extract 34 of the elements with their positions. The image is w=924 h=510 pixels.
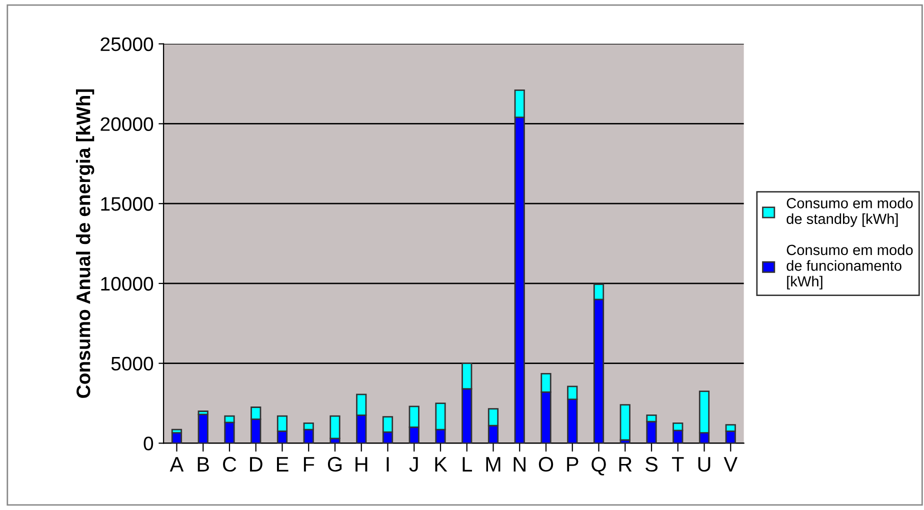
x-tick-label: O — [538, 456, 554, 472]
x-tick-label: C — [223, 456, 236, 472]
x-tick-label: S — [646, 456, 658, 472]
bar — [620, 404, 630, 441]
bar — [198, 414, 208, 444]
x-tick-label: T — [672, 457, 684, 472]
x-tick-label: J — [409, 457, 418, 472]
x-tick-label: V — [724, 457, 738, 472]
x-tick-label: H — [356, 457, 368, 472]
y-tick-label: 0 — [144, 436, 154, 450]
x-tick-label: G — [328, 456, 342, 472]
legend-label: Consumo em modo de standby [kWh] — [786, 198, 913, 227]
bar — [330, 415, 340, 440]
x-tick-label: Q — [592, 456, 606, 476]
y-tick-label: 20000 — [100, 117, 154, 131]
x-tick-label: K — [435, 457, 448, 472]
y-axis-title: Consumo Anual de energia [kWh] — [76, 89, 94, 398]
y-tick-label: 25000 — [100, 37, 154, 52]
x-tick-label: F — [304, 457, 314, 472]
x-tick-label: R — [619, 457, 632, 472]
legend-label: Consumo em modo de funcionamento [kWh] — [786, 244, 913, 290]
x-tick-label: B — [198, 457, 209, 472]
x-tick-label: L — [462, 457, 472, 472]
x-tick-label: M — [486, 457, 500, 472]
x-tick-label: U — [698, 457, 710, 472]
x-tick-label: N — [514, 457, 526, 472]
x-tick-label: I — [386, 457, 389, 472]
x-tick-label: E — [277, 457, 288, 472]
y-tick-label: 10000 — [101, 276, 154, 291]
x-tick-label: P — [567, 457, 578, 472]
x-tick-label: D — [250, 457, 262, 472]
y-tick-label: 5000 — [111, 356, 154, 371]
y-tick-label: 15000 — [101, 197, 154, 211]
x-tick-label: A — [170, 457, 184, 472]
